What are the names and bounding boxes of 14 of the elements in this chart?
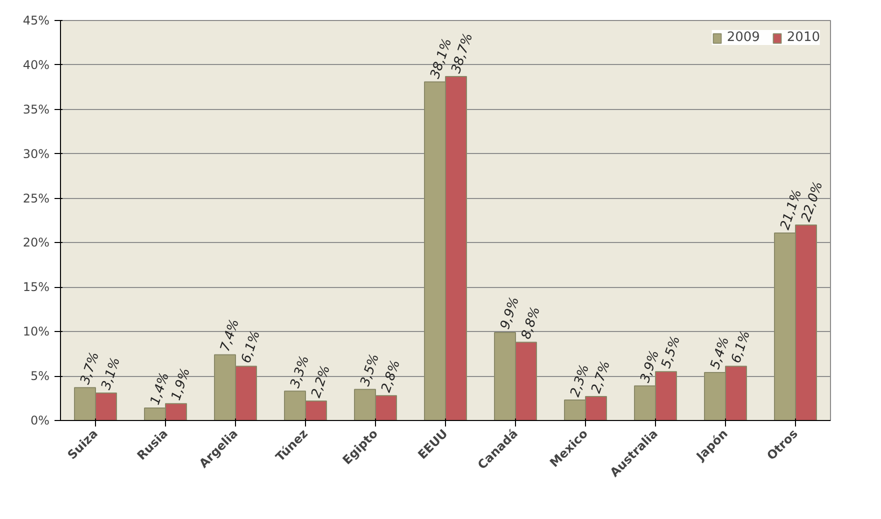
- y-tick-label: 5%: [30, 369, 50, 384]
- y-tick-label: 35%: [22, 102, 50, 116]
- y-tick-label: 45%: [22, 14, 50, 28]
- y-tick-label: 15%: [22, 280, 50, 294]
- data-label: 5,5%: [658, 334, 684, 370]
- y-tick-label: 40%: [22, 58, 50, 72]
- y-tick-label: 10%: [22, 324, 50, 339]
- y-tick-label: 30%: [22, 146, 50, 161]
- legend-label: 2010: [786, 30, 820, 45]
- y-tick-label: 25%: [22, 191, 50, 206]
- y-tick-label: 0%: [30, 414, 50, 428]
- data-label: 3,1%: [98, 356, 124, 392]
- y-tick-label: 20%: [22, 236, 50, 250]
- legend-label: 2009: [726, 30, 760, 45]
